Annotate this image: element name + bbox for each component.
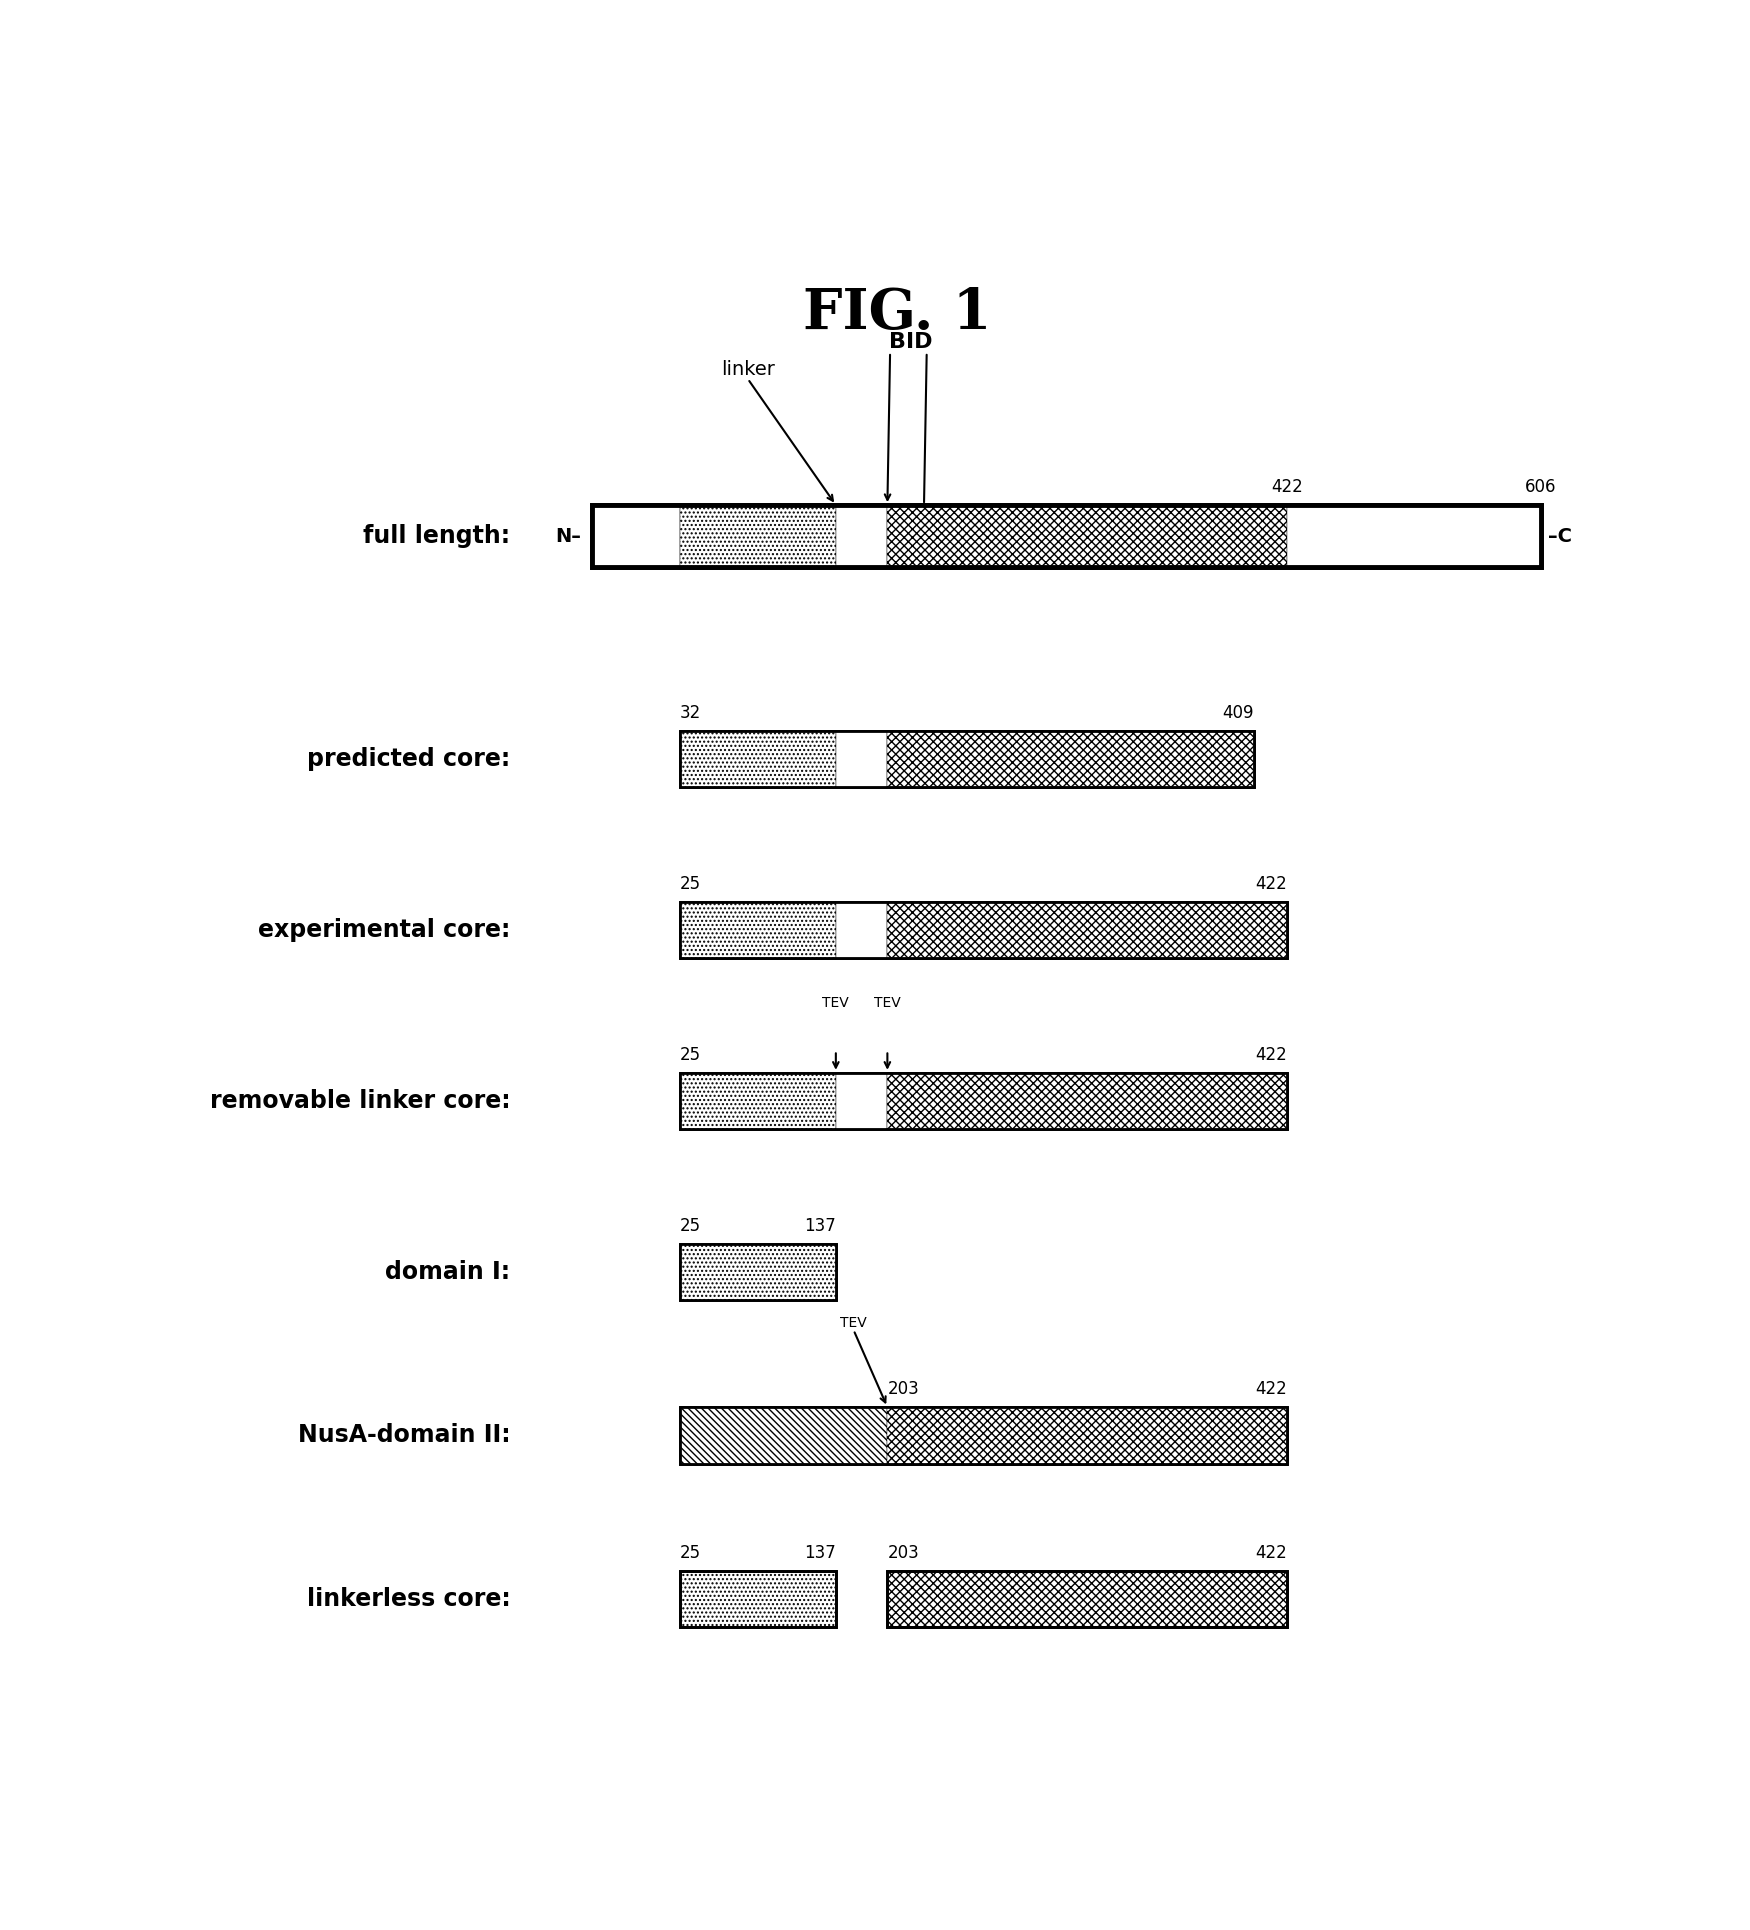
- Text: 137: 137: [803, 1216, 836, 1235]
- Bar: [887, 1571, 1288, 1627]
- Text: 25: 25: [679, 1544, 702, 1561]
- Text: 203: 203: [887, 1380, 919, 1397]
- Bar: [592, 506, 1542, 567]
- Bar: [679, 1073, 1288, 1129]
- Text: 409: 409: [1222, 704, 1253, 722]
- Bar: [679, 1073, 836, 1129]
- Bar: [592, 506, 1542, 567]
- Text: NusA-domain II:: NusA-domain II:: [298, 1422, 511, 1448]
- Bar: [679, 1571, 836, 1627]
- Bar: [836, 1073, 887, 1129]
- Text: 422: 422: [1256, 1380, 1288, 1397]
- Bar: [887, 731, 1253, 787]
- Text: predicted core:: predicted core:: [306, 747, 511, 772]
- Bar: [836, 731, 887, 787]
- Bar: [679, 731, 1253, 787]
- Text: –C: –C: [1549, 527, 1572, 546]
- Text: TEV: TEV: [822, 996, 849, 1009]
- Bar: [679, 901, 1288, 959]
- Bar: [679, 1407, 887, 1463]
- Text: 25: 25: [679, 874, 702, 894]
- Bar: [679, 1243, 836, 1301]
- Bar: [679, 731, 1253, 787]
- Bar: [679, 1407, 1288, 1463]
- Bar: [836, 506, 887, 567]
- Text: experimental core:: experimental core:: [257, 919, 511, 942]
- Text: 137: 137: [803, 1544, 836, 1561]
- Text: linkerless core:: linkerless core:: [306, 1586, 511, 1612]
- Bar: [592, 506, 679, 567]
- Text: FIG. 1: FIG. 1: [803, 286, 990, 342]
- Text: 422: 422: [1256, 874, 1288, 894]
- Text: 422: 422: [1256, 1046, 1288, 1063]
- Text: 203: 203: [887, 1544, 919, 1561]
- Bar: [679, 1407, 1288, 1463]
- Bar: [1288, 506, 1542, 567]
- Bar: [887, 1407, 1288, 1463]
- Text: full length:: full length:: [364, 525, 511, 548]
- Bar: [679, 506, 836, 567]
- Text: removable linker core:: removable linker core:: [210, 1089, 511, 1114]
- Text: domain I:: domain I:: [385, 1260, 511, 1283]
- Bar: [679, 901, 1288, 959]
- Bar: [679, 1073, 1288, 1129]
- Bar: [679, 1243, 836, 1301]
- Text: 422: 422: [1256, 1544, 1288, 1561]
- Text: 25: 25: [679, 1046, 702, 1063]
- Bar: [887, 506, 1288, 567]
- Bar: [679, 901, 836, 959]
- Text: BID: BID: [889, 332, 933, 351]
- Bar: [887, 901, 1288, 959]
- Bar: [679, 731, 836, 787]
- Text: linker: linker: [721, 359, 775, 378]
- Text: TEV: TEV: [873, 996, 901, 1009]
- Bar: [679, 1243, 836, 1301]
- Text: 32: 32: [679, 704, 702, 722]
- Text: 422: 422: [1272, 479, 1304, 496]
- Bar: [679, 1571, 836, 1627]
- Bar: [887, 1073, 1288, 1129]
- Bar: [887, 1571, 1288, 1627]
- Text: 25: 25: [679, 1216, 702, 1235]
- Text: N–: N–: [555, 527, 581, 546]
- Text: 606: 606: [1526, 479, 1558, 496]
- Text: TEV: TEV: [840, 1316, 866, 1330]
- Bar: [836, 901, 887, 959]
